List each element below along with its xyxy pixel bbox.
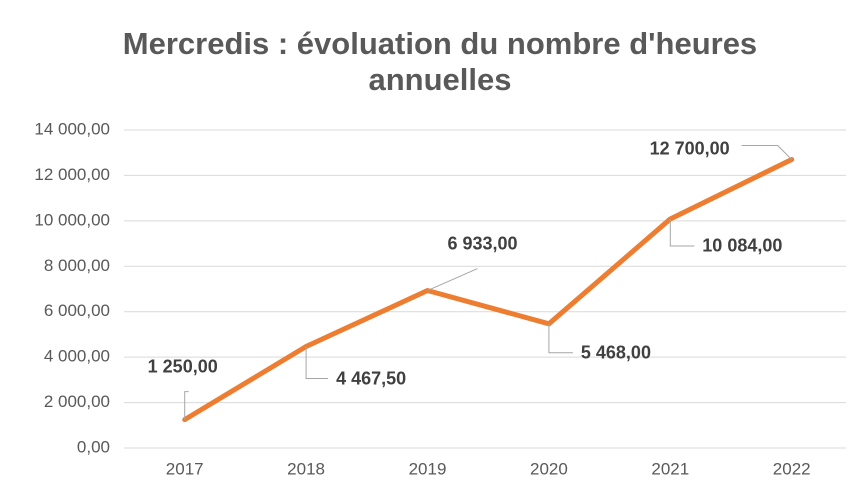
data-label: 4 467,50 xyxy=(336,368,406,388)
x-tick-label: 2018 xyxy=(287,459,325,478)
data-label: 1 250,00 xyxy=(148,356,218,376)
data-label: 5 468,00 xyxy=(581,343,651,363)
data-label: 10 084,00 xyxy=(702,236,782,256)
leader-line xyxy=(184,391,189,420)
chart-title: Mercredis : évoluation du nombre d'heure… xyxy=(123,26,757,61)
leader-line xyxy=(669,218,695,247)
leader-line xyxy=(305,346,329,380)
x-tick-label: 2017 xyxy=(166,459,204,478)
y-tick-label: 6 000,00 xyxy=(44,301,110,320)
data-label: 12 700,00 xyxy=(650,138,730,158)
y-tick-label: 0,00 xyxy=(77,437,110,456)
y-tick-label: 14 000,00 xyxy=(34,119,110,138)
x-tick-label: 2021 xyxy=(651,459,689,478)
leader-line xyxy=(741,145,793,160)
leader-line xyxy=(548,323,573,354)
y-tick-label: 2 000,00 xyxy=(44,392,110,411)
y-tick-label: 10 000,00 xyxy=(34,210,110,229)
chart-title: annuelles xyxy=(369,62,512,97)
leader-line xyxy=(427,268,478,291)
line xyxy=(182,157,795,423)
y-tick-label: 8 000,00 xyxy=(44,256,110,275)
y-tick-label: 4 000,00 xyxy=(44,347,110,366)
x-tick-label: 2019 xyxy=(409,459,447,478)
y-tick-label: 12 000,00 xyxy=(34,165,110,184)
x-tick-label: 2020 xyxy=(530,459,568,478)
x-tick-label: 2022 xyxy=(773,459,811,478)
data-label: 6 933,00 xyxy=(448,233,518,253)
